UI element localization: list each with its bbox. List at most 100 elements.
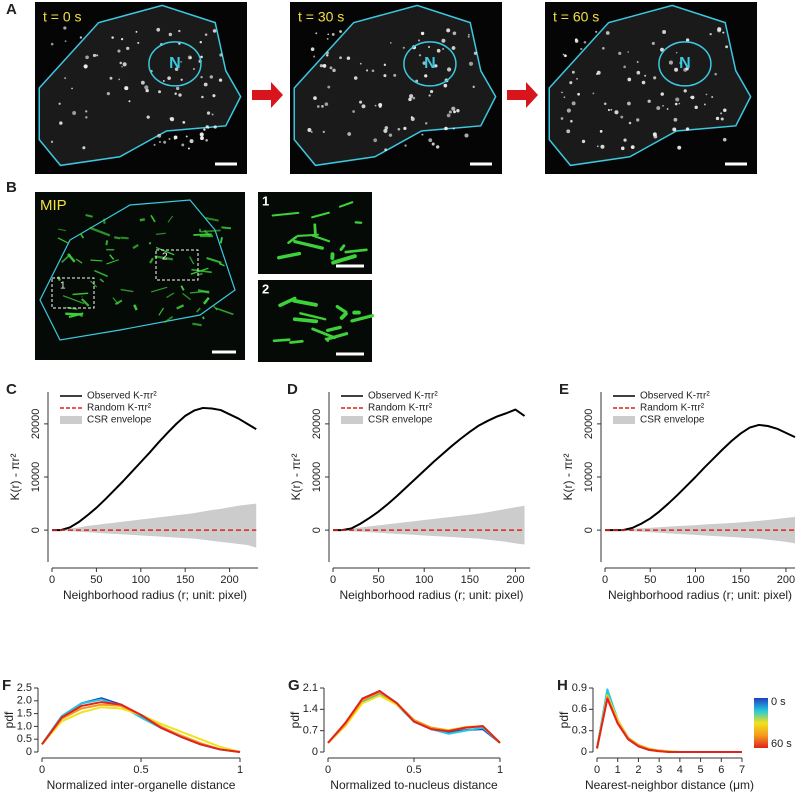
organelle — [187, 55, 192, 60]
organelle — [636, 70, 641, 75]
mitochondria — [75, 258, 83, 264]
mip-label: MIP — [40, 197, 67, 214]
nucleus-label: N — [424, 55, 436, 72]
organelle — [717, 28, 722, 33]
series-line — [605, 423, 796, 532]
mitochondria — [188, 256, 195, 265]
organelle — [408, 97, 412, 102]
organelle — [162, 80, 165, 82]
mitochondria — [218, 262, 225, 267]
mitochondria — [272, 338, 291, 343]
x-tick-label: 100 — [686, 574, 704, 586]
organelle — [576, 77, 578, 80]
organelle — [662, 30, 667, 34]
organelle — [126, 46, 130, 51]
nucleus-outline — [403, 41, 457, 87]
organelle — [174, 92, 177, 95]
organelle — [647, 99, 651, 103]
organelle — [443, 83, 448, 88]
organelle — [715, 116, 720, 121]
organelle — [599, 130, 603, 133]
organelle — [321, 105, 324, 108]
organelle — [644, 74, 647, 77]
x-axis-label: Neighborhood radius (r; unit: pixel) — [63, 588, 247, 602]
organelle — [180, 78, 183, 81]
nucleus-label: N — [679, 55, 691, 72]
mitochondria — [277, 251, 302, 260]
organelle — [428, 94, 431, 97]
organelle — [117, 49, 121, 53]
organelle — [711, 96, 714, 99]
legend-swatch — [60, 416, 82, 424]
x-tick-label: 50 — [90, 574, 102, 586]
organelle — [560, 117, 564, 120]
mitochondria — [212, 305, 218, 311]
mitochondria — [289, 339, 304, 344]
organelle — [119, 61, 123, 65]
organelle — [651, 41, 655, 45]
mitochondria — [56, 276, 62, 282]
organelle — [313, 96, 317, 100]
organelle — [124, 86, 129, 91]
mitochondria — [350, 314, 375, 323]
organelle — [96, 54, 99, 57]
y-axis-label: K(r) - πr² — [289, 454, 303, 501]
y-tick-label: 10000 — [583, 462, 595, 493]
organelle — [614, 110, 619, 115]
region-label: 2 — [162, 252, 168, 263]
organelle — [325, 53, 329, 57]
organelle — [662, 104, 664, 107]
mitochondria — [139, 218, 146, 222]
mitochondria — [287, 235, 298, 245]
organelle — [85, 55, 89, 60]
panel-label: H — [557, 677, 568, 694]
organelle — [373, 138, 378, 143]
y-tick-label: 1.4 — [303, 703, 318, 715]
organelle — [571, 70, 575, 74]
series-line — [327, 690, 501, 744]
mitochondria — [81, 298, 90, 307]
mitochondria — [120, 236, 129, 240]
organelle — [384, 148, 388, 152]
arrow — [507, 82, 538, 108]
organelle — [63, 26, 67, 30]
mitochondria — [344, 248, 368, 254]
y-tick-label: 0.6 — [572, 703, 587, 715]
x-tick-label: 1 — [615, 764, 621, 776]
organelle — [666, 108, 669, 110]
organelle — [206, 111, 211, 115]
organelle — [690, 95, 695, 100]
organelle — [603, 102, 607, 106]
series-line — [41, 701, 241, 753]
nucleus-label: N — [169, 55, 181, 72]
organelle — [636, 118, 640, 122]
nucleus-outline — [658, 41, 712, 87]
y-axis-label: K(r) - πr² — [8, 454, 22, 501]
mitochondria — [155, 232, 166, 236]
x-axis-label: Normalized inter-organelle distance — [47, 778, 236, 792]
colorbar-label: 0 s — [771, 696, 786, 708]
x-axis-label: Nearest-neighbor distance (μm) — [585, 778, 754, 792]
mitochondria — [57, 237, 69, 244]
organelle — [327, 85, 331, 89]
colorbar — [754, 698, 768, 748]
mitochondria — [120, 288, 134, 293]
mitochondria — [221, 226, 232, 230]
organelle — [444, 126, 448, 131]
organelle — [694, 105, 698, 110]
organelle — [205, 139, 208, 142]
y-tick-label: 0 — [311, 527, 323, 533]
organelle — [201, 95, 204, 99]
organelle — [428, 45, 430, 48]
organelle — [422, 61, 426, 65]
organelle — [156, 27, 161, 32]
organelle — [383, 63, 386, 66]
organelle — [199, 132, 204, 137]
mitochondria — [154, 255, 174, 261]
organelle — [720, 117, 724, 121]
organelle — [85, 116, 88, 119]
mitochondria — [151, 286, 168, 293]
organelle — [120, 38, 124, 41]
time-label: t = 60 s — [553, 9, 599, 25]
y-tick-label: 2.1 — [303, 682, 318, 694]
